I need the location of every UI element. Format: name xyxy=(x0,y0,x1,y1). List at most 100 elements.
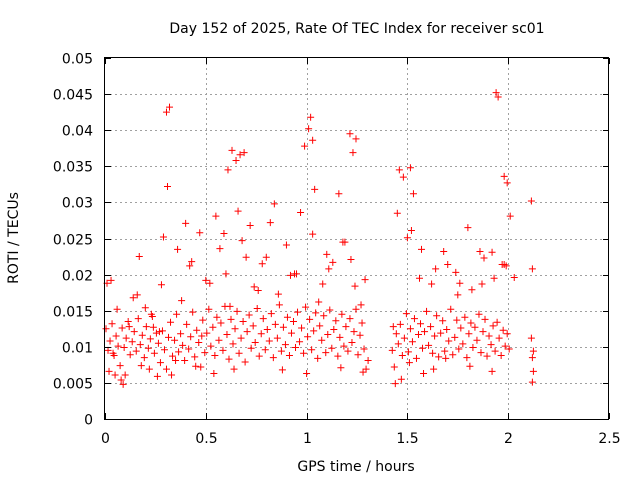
data-point xyxy=(198,332,206,340)
data-point xyxy=(245,311,253,319)
data-point xyxy=(242,253,250,261)
data-point xyxy=(223,331,231,339)
data-point xyxy=(394,340,402,348)
data-point xyxy=(113,305,121,313)
data-point xyxy=(294,308,302,316)
data-point xyxy=(342,323,350,331)
data-point xyxy=(397,375,405,383)
data-point xyxy=(213,313,221,321)
data-point xyxy=(497,351,505,359)
data-point xyxy=(445,337,453,345)
data-point xyxy=(347,255,355,263)
data-point xyxy=(452,268,460,276)
data-point xyxy=(144,344,152,352)
data-point xyxy=(499,326,507,334)
data-point xyxy=(129,294,137,302)
data-point xyxy=(222,270,230,278)
data-point xyxy=(156,359,164,367)
data-point xyxy=(289,318,297,326)
data-point xyxy=(253,305,261,313)
data-point xyxy=(393,209,401,217)
data-point xyxy=(135,253,143,261)
data-point xyxy=(358,319,366,327)
data-point xyxy=(332,317,340,325)
data-point xyxy=(334,352,342,360)
data-point xyxy=(500,172,508,180)
data-point xyxy=(262,253,270,261)
data-point xyxy=(420,370,428,378)
data-point xyxy=(285,351,293,359)
data-point xyxy=(388,346,396,354)
data-point xyxy=(443,325,451,333)
data-point xyxy=(322,349,330,357)
data-point xyxy=(301,142,309,150)
data-points xyxy=(102,89,537,388)
data-point xyxy=(160,346,168,354)
data-point xyxy=(199,316,207,324)
data-point xyxy=(303,370,311,378)
data-point xyxy=(102,325,110,333)
x-tick-label: 1.5 xyxy=(396,431,418,447)
data-point xyxy=(415,274,423,282)
data-point xyxy=(173,310,181,318)
data-point xyxy=(428,280,436,288)
data-point xyxy=(158,327,166,335)
data-point xyxy=(404,348,412,356)
data-point xyxy=(274,290,282,298)
data-point xyxy=(490,274,498,282)
data-point xyxy=(120,344,128,352)
data-point xyxy=(350,328,358,336)
data-point xyxy=(212,212,220,220)
data-point xyxy=(493,318,501,326)
data-point xyxy=(159,233,167,241)
data-point xyxy=(239,318,247,326)
data-point xyxy=(464,224,472,232)
data-point xyxy=(361,276,369,284)
data-point xyxy=(174,245,182,253)
data-point xyxy=(108,320,116,328)
data-point xyxy=(269,354,277,362)
data-point xyxy=(412,354,420,362)
data-point xyxy=(501,342,509,350)
data-point xyxy=(228,146,236,154)
data-point xyxy=(249,322,257,330)
data-point xyxy=(360,345,368,353)
data-point xyxy=(357,301,365,309)
data-point xyxy=(193,326,201,334)
data-point xyxy=(418,245,426,253)
data-point xyxy=(298,324,306,332)
data-point xyxy=(478,280,486,288)
data-point xyxy=(390,363,398,371)
data-point xyxy=(408,338,416,346)
data-point xyxy=(205,305,213,313)
data-point xyxy=(337,364,345,372)
data-point xyxy=(167,318,175,326)
data-point xyxy=(488,248,496,256)
data-point xyxy=(117,376,125,384)
data-point xyxy=(211,351,219,359)
x-tick-label: 1 xyxy=(303,431,312,447)
data-point xyxy=(179,341,187,349)
data-point xyxy=(340,342,348,350)
data-point xyxy=(459,340,467,348)
data-point xyxy=(236,151,244,159)
data-point xyxy=(346,315,354,323)
data-point xyxy=(491,347,499,355)
data-point xyxy=(250,283,258,291)
data-point xyxy=(134,315,142,323)
data-point xyxy=(461,313,469,321)
data-point xyxy=(257,330,265,338)
data-point xyxy=(187,333,195,341)
data-point xyxy=(529,347,537,355)
data-point xyxy=(323,250,331,258)
data-point xyxy=(425,341,433,349)
data-point xyxy=(469,344,477,352)
data-point xyxy=(528,354,536,362)
data-point xyxy=(157,281,165,289)
data-point xyxy=(254,286,262,294)
data-point xyxy=(310,327,318,335)
data-point xyxy=(240,149,248,157)
data-point xyxy=(449,351,457,359)
data-point xyxy=(391,380,399,388)
y-tick-label: 0 xyxy=(84,413,93,429)
